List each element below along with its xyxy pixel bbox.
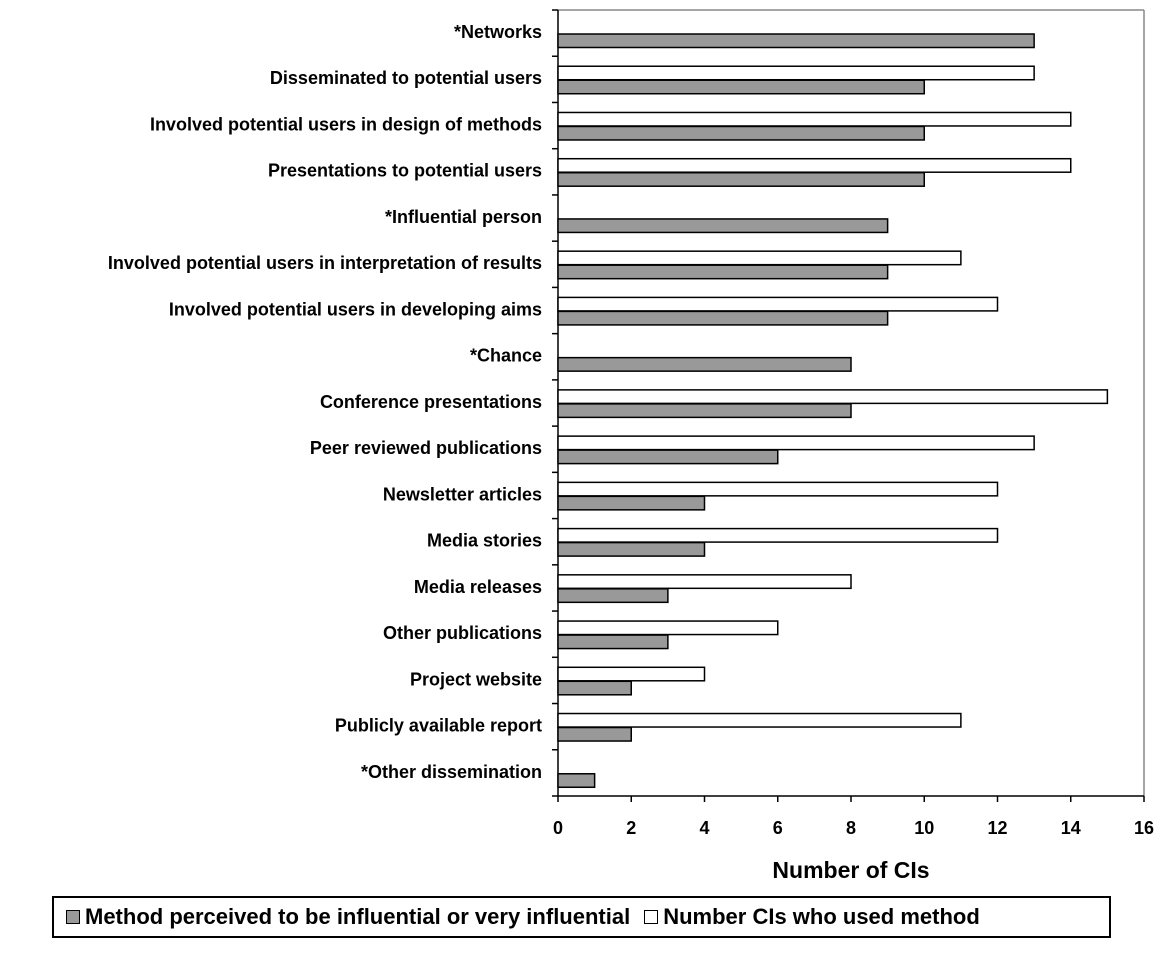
bar-influential bbox=[557, 634, 669, 650]
category-label: Media stories bbox=[427, 531, 542, 551]
category-label: Newsletter articles bbox=[383, 484, 542, 504]
bar-used bbox=[557, 481, 999, 497]
bar-used bbox=[557, 435, 1035, 451]
bar-influential bbox=[557, 541, 706, 557]
category-label: Project website bbox=[410, 669, 542, 689]
bar-influential bbox=[557, 449, 779, 465]
category-label: Involved potential users in interpretati… bbox=[108, 253, 542, 273]
legend-swatch-white bbox=[644, 910, 659, 924]
bars-group bbox=[557, 33, 1109, 789]
bar-used bbox=[557, 712, 962, 728]
category-labels: *Networks Disseminated to potential users… bbox=[108, 22, 542, 782]
x-tick-labels: 0 2 4 6 8 10 12 14 16 bbox=[553, 796, 1154, 838]
x-tick-label: 6 bbox=[773, 818, 783, 838]
category-label: *Influential person bbox=[385, 207, 542, 227]
category-label: Disseminated to potential users bbox=[270, 68, 542, 88]
x-tick-label: 14 bbox=[1061, 818, 1081, 838]
x-tick-label: 8 bbox=[846, 818, 856, 838]
bar-influential bbox=[557, 264, 889, 280]
category-label: Publicly available report bbox=[335, 716, 542, 736]
legend-label-influential: Method perceived to be influential or ve… bbox=[85, 904, 631, 929]
bar-used bbox=[557, 574, 852, 590]
x-tick-label: 16 bbox=[1134, 818, 1154, 838]
bar-used bbox=[557, 620, 779, 636]
bar-used bbox=[557, 111, 1072, 127]
bar-influential bbox=[557, 680, 632, 696]
bar-used bbox=[557, 250, 962, 266]
x-axis-title: Number of CIs bbox=[772, 857, 929, 883]
bar-influential bbox=[557, 33, 1035, 49]
bar-influential bbox=[557, 726, 632, 742]
x-tick-label: 4 bbox=[699, 818, 709, 838]
bar-influential bbox=[557, 356, 852, 372]
x-tick-label: 0 bbox=[553, 818, 563, 838]
category-label: Conference presentations bbox=[320, 392, 542, 412]
bar-used bbox=[557, 389, 1109, 405]
category-label: Involved potential users in design of me… bbox=[150, 114, 542, 134]
bar-influential bbox=[557, 588, 669, 604]
bar-influential bbox=[557, 218, 889, 234]
bar-influential bbox=[557, 773, 596, 789]
category-label: Media releases bbox=[414, 577, 542, 597]
bar-chart: *Networks Disseminated to potential users… bbox=[108, 9, 1154, 883]
category-label: Peer reviewed publications bbox=[310, 438, 542, 458]
bar-influential bbox=[557, 125, 925, 141]
legend: Method perceived to be influential or ve… bbox=[52, 896, 1111, 938]
category-label: *Networks bbox=[454, 22, 542, 42]
legend-label-used: Number CIs who used method bbox=[663, 904, 980, 929]
category-label: *Other dissemination bbox=[361, 762, 542, 782]
x-tick-label: 12 bbox=[987, 818, 1007, 838]
x-tick-label: 10 bbox=[914, 818, 934, 838]
bar-used bbox=[557, 65, 1035, 81]
legend-swatch-gray bbox=[66, 910, 80, 924]
legend-item-influential: Method perceived to be influential or ve… bbox=[66, 904, 630, 930]
category-label: Other publications bbox=[383, 623, 542, 643]
legend-item-used: Number CIs who used method bbox=[644, 904, 980, 930]
category-label: *Chance bbox=[470, 346, 542, 366]
bar-influential bbox=[557, 171, 925, 187]
bar-used bbox=[557, 157, 1072, 173]
category-label: Involved potential users in developing a… bbox=[169, 299, 542, 319]
bar-influential bbox=[557, 495, 706, 511]
bar-used bbox=[557, 666, 706, 682]
category-label: Presentations to potential users bbox=[268, 161, 542, 181]
x-tick-label: 2 bbox=[626, 818, 636, 838]
bar-used bbox=[557, 296, 999, 312]
bar-used bbox=[557, 527, 999, 543]
bar-influential bbox=[557, 79, 925, 95]
bar-influential bbox=[557, 403, 852, 419]
bar-influential bbox=[557, 310, 889, 326]
